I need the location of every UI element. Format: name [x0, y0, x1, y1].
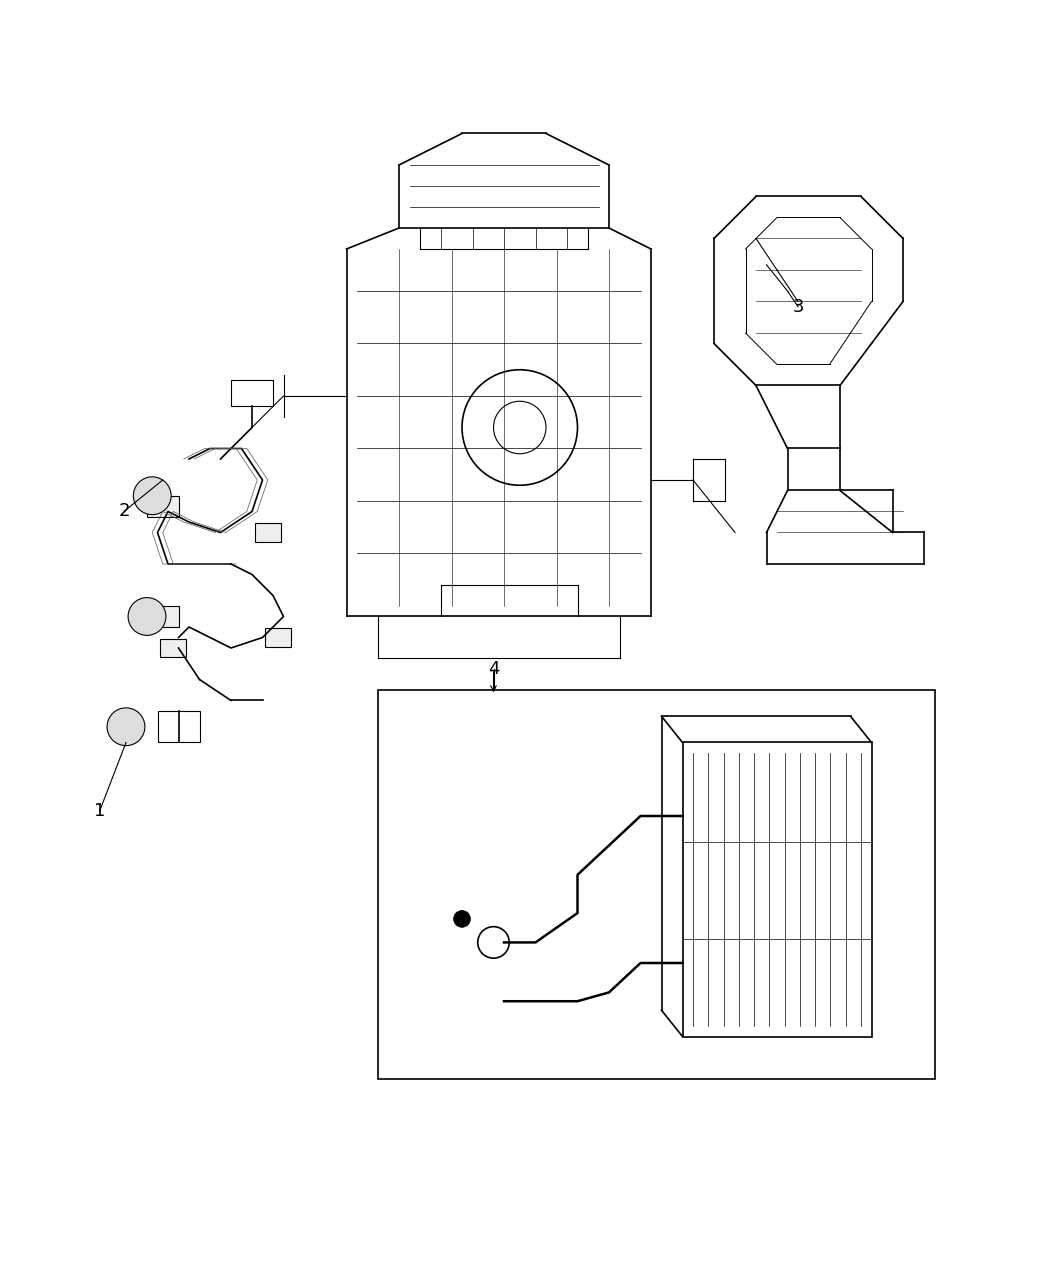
Bar	[158, 711, 200, 742]
Text: 2: 2	[119, 502, 129, 520]
Circle shape	[454, 910, 470, 927]
Text: 3: 3	[793, 298, 803, 316]
Bar	[231, 380, 273, 407]
Circle shape	[128, 598, 166, 635]
Bar	[254, 523, 281, 542]
Circle shape	[133, 477, 171, 515]
Circle shape	[107, 708, 145, 746]
Text: 1: 1	[94, 802, 105, 820]
Bar	[147, 606, 178, 627]
Bar	[265, 629, 292, 646]
Text: 4: 4	[488, 660, 499, 678]
Bar	[147, 496, 178, 516]
Bar	[160, 639, 187, 658]
Bar	[682, 742, 872, 1037]
Bar	[378, 690, 934, 1079]
